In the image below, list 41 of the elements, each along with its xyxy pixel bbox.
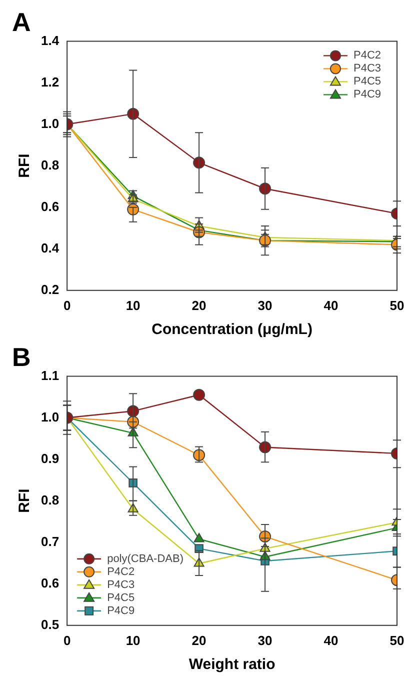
legend-label: P4C9	[107, 604, 135, 617]
x-tick-label: 20	[192, 632, 206, 648]
legend-label: poly(CBA-DAB)	[107, 552, 184, 565]
y-tick-label: 0.9	[40, 450, 60, 466]
y-axis-title: RFI	[16, 154, 34, 178]
x-tick-label: 30	[258, 298, 272, 313]
y-tick-label: 1.1	[40, 368, 60, 383]
y-tick-label: 0.8	[40, 492, 60, 508]
legend-label: P4C2	[107, 566, 135, 578]
x-tick-label: 40	[324, 632, 338, 648]
y-tick-label: 0.4	[40, 240, 60, 256]
y-tick-label: 1.4	[40, 32, 60, 48]
x-tick-label: 50	[390, 298, 404, 313]
y-tick-label: 0.6	[40, 575, 60, 590]
y-tick-label: 0.8	[40, 157, 60, 172]
x-tick-label: 10	[126, 632, 140, 648]
y-axis-title: RFI	[16, 488, 34, 513]
y-tick-label: 1.0	[40, 409, 60, 424]
y-tick-label: 1.2	[40, 74, 60, 90]
y-tick-label: 1.0	[40, 116, 60, 131]
x-axis-title: Weight ratio	[188, 656, 276, 674]
chart-title: B	[12, 342, 31, 372]
y-tick-label: 0.5	[40, 616, 60, 632]
legend-label: P4C2	[353, 50, 382, 62]
legend-label: P4C5	[107, 592, 135, 604]
x-tick-label: 40	[324, 298, 338, 313]
legend-label: P4C3	[353, 62, 382, 75]
y-tick-label: 0.6	[40, 198, 60, 214]
x-axis-title: Concentration (μg/mL)	[152, 321, 312, 338]
x-tick-label: 0	[63, 632, 71, 648]
legend-label: P4C3	[107, 578, 135, 591]
legend-label: P4C5	[353, 76, 382, 88]
x-tick-label: 0	[63, 298, 71, 313]
x-tick-label: 10	[126, 298, 140, 313]
y-tick-label: 0.2	[40, 282, 60, 297]
legend-label: P4C9	[353, 88, 382, 101]
y-tick-label: 0.7	[40, 534, 60, 549]
x-tick-label: 20	[192, 298, 206, 313]
x-tick-label: 30	[258, 632, 272, 648]
chart-title: A	[12, 6, 31, 37]
x-tick-label: 50	[390, 632, 404, 648]
